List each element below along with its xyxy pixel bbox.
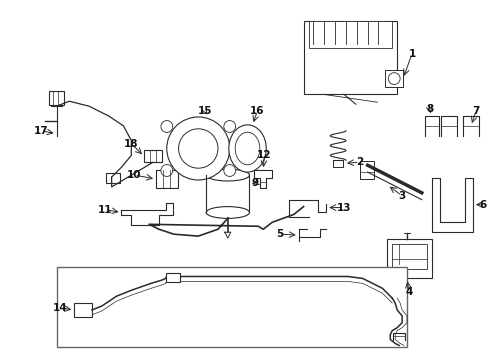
Bar [58, 267, 406, 347]
Bar [308, 21, 391, 48]
Bar [385, 70, 402, 87]
Text: 17: 17 [33, 126, 48, 136]
Text: 7: 7 [471, 106, 479, 116]
Text: 10: 10 [127, 170, 141, 180]
Circle shape [161, 165, 172, 176]
Text: 6: 6 [478, 199, 486, 210]
Bar [105, 173, 119, 183]
Bar [74, 303, 92, 317]
Circle shape [387, 73, 399, 85]
Text: 18: 18 [124, 139, 138, 149]
Text: 16: 16 [249, 106, 264, 116]
Text: 9: 9 [251, 178, 259, 188]
Text: 14: 14 [53, 303, 68, 313]
Ellipse shape [206, 169, 249, 181]
Bar [391, 244, 426, 269]
Text: 15: 15 [198, 106, 212, 116]
Bar [165, 273, 179, 282]
Circle shape [224, 121, 235, 132]
Text: 11: 11 [97, 204, 112, 215]
Circle shape [224, 165, 235, 176]
Circle shape [178, 129, 218, 168]
Text: 13: 13 [336, 203, 350, 212]
Text: 2: 2 [355, 157, 363, 167]
Bar [303, 21, 396, 94]
Ellipse shape [235, 132, 259, 165]
Bar [144, 150, 162, 162]
Ellipse shape [228, 125, 265, 172]
Bar [48, 91, 64, 105]
Text: 8: 8 [425, 104, 432, 114]
Circle shape [161, 121, 172, 132]
Text: 4: 4 [405, 287, 412, 297]
Text: 12: 12 [257, 150, 271, 161]
Text: 5: 5 [276, 229, 283, 239]
Text: 1: 1 [407, 49, 415, 59]
Circle shape [166, 117, 229, 180]
Bar [359, 161, 373, 179]
Bar [386, 239, 431, 278]
Ellipse shape [206, 207, 249, 219]
Bar [156, 170, 177, 188]
Text: 3: 3 [398, 191, 405, 201]
